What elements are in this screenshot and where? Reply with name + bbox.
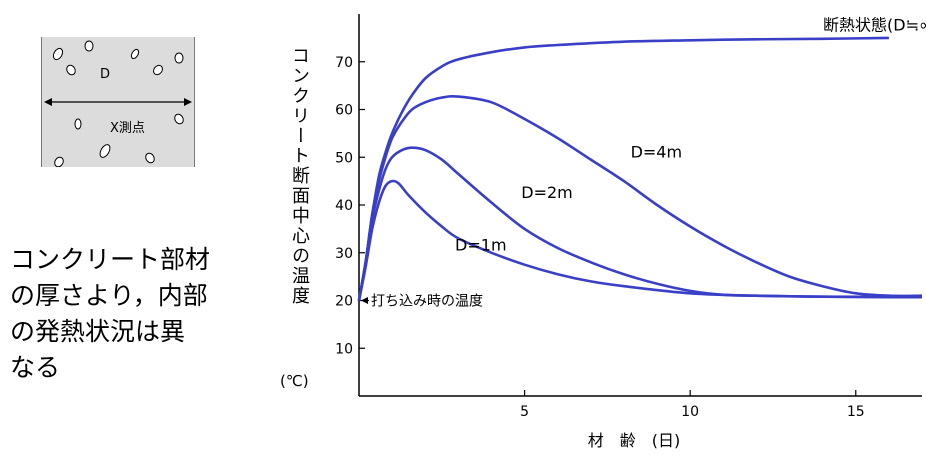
series-line-d-1m xyxy=(357,179,923,301)
aggregate-particle xyxy=(84,40,94,52)
series-label-d-2m: D=2m xyxy=(521,183,573,202)
y-tick-label: 70 xyxy=(335,55,353,71)
explanation-text: コンクリート部材 の厚さより，内部 の発熱状況は異 なる xyxy=(10,245,211,382)
y-tick-label: 30 xyxy=(335,246,353,262)
chart-axes: 10 20 30 40 50 60 70 5 10 15 材 齢 (日) xyxy=(335,14,922,450)
measure-point-label: X測点 xyxy=(110,121,145,136)
y-axis-label: コンクリート断面中心の温度 xyxy=(289,46,310,306)
aggregate-particle xyxy=(145,152,155,164)
series-layer xyxy=(357,36,923,301)
aggregate-particle xyxy=(99,144,111,158)
aggregate-particle xyxy=(66,64,76,76)
aggregate-particle xyxy=(52,47,64,61)
aggregate-particle xyxy=(74,118,82,130)
arrowhead-left xyxy=(44,98,52,106)
x-tick-label: 15 xyxy=(847,404,865,420)
x-axis-label: 材 齢 (日) xyxy=(588,431,681,450)
series-label-d-1m: D=1m xyxy=(455,235,507,254)
aggregate-particle xyxy=(54,156,64,167)
annotation-label: 打ち込み時の温度 xyxy=(371,293,483,310)
y-tick-label: 40 xyxy=(335,198,353,214)
y-tick-label: 20 xyxy=(335,294,353,310)
x-tick-label: 5 xyxy=(520,404,529,420)
y-axis-unit: (℃) xyxy=(280,372,309,390)
aggregate-diagram xyxy=(44,40,192,167)
labels-layer: 断熱状態(D≒∞) D=4m D=2m D=1m 打ち込み時の温度 xyxy=(361,16,926,310)
aggregate-particle xyxy=(174,52,184,64)
y-tick-label: 50 xyxy=(335,150,353,166)
arrowhead-right xyxy=(184,98,192,106)
series-line-d-2m xyxy=(357,146,922,301)
series-label-d: 断熱状態(D≒∞) xyxy=(823,16,926,35)
x-tick-label: 10 xyxy=(681,404,699,420)
series-label-d-4m: D=4m xyxy=(631,142,683,161)
y-tick-label: 60 xyxy=(335,103,353,119)
section-diagram: D X測点 xyxy=(41,37,195,167)
aggregate-particle xyxy=(153,64,163,76)
aggregate-particle xyxy=(174,113,184,125)
y-tick-label: 10 xyxy=(335,341,353,357)
series-line-d-4m xyxy=(357,94,923,301)
aggregate-particle xyxy=(130,48,140,60)
series-line-d xyxy=(357,36,889,301)
diameter-label: D xyxy=(100,67,111,82)
annotation-arrowhead xyxy=(361,297,368,304)
